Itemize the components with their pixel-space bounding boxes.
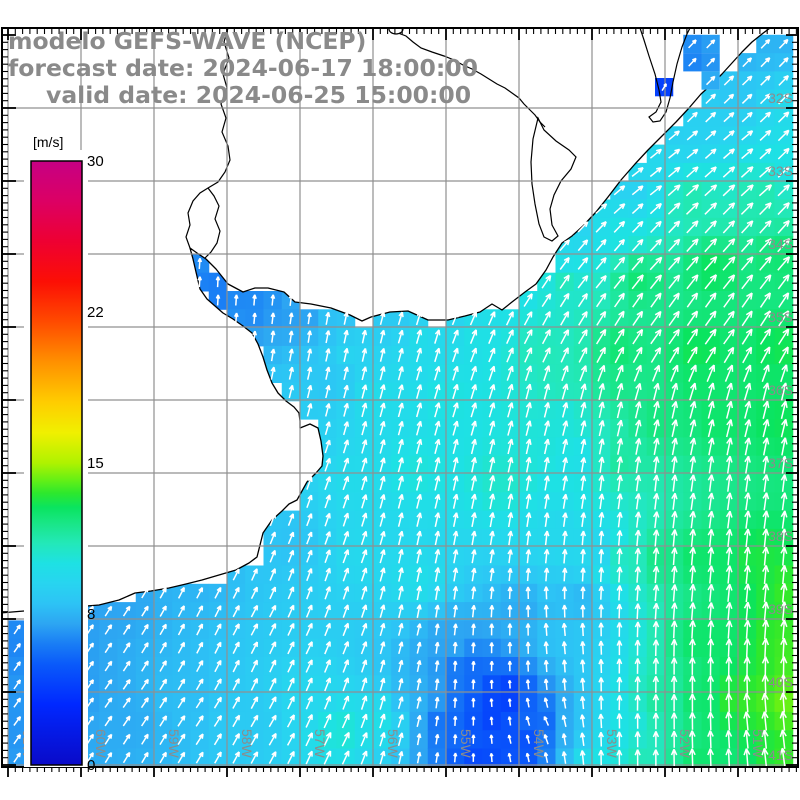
colorbar-tick-label: 8 [87, 606, 95, 623]
title-forecast-date: forecast date: 2024-06-17 18:00:00 [8, 54, 478, 82]
longitude-label: 57W [312, 729, 328, 759]
river-line [185, 29, 231, 249]
colorbar-tick-label: 30 [87, 153, 104, 170]
title-valid-date: valid date: 2024-06-25 15:00:00 [46, 81, 471, 109]
longitude-label: 53W [604, 729, 620, 759]
latitude-label: 37S [768, 455, 793, 471]
colorbar-tick-labels: 30 22 15 8 0 [87, 153, 104, 774]
longitude-label: 51W [750, 729, 766, 759]
longitude-label: 52W [677, 729, 693, 759]
lat-lon-grid-lines [3, 29, 797, 766]
colorbar-tick-label: 15 [87, 455, 104, 472]
patos-lagoon-outline [639, 29, 691, 123]
colorbar-tick-label: 0 [87, 757, 95, 774]
latitude-label: 40S [768, 674, 793, 690]
land-coastline [3, 29, 770, 614]
latitude-label: 38S [768, 528, 793, 544]
colorbar-unit-label: [m/s] [33, 134, 63, 150]
title-model-line: modelo GEFS-WAVE (NCEP) [8, 27, 366, 55]
latitude-label: 36S [768, 382, 793, 398]
axis-tick-marks [3, 29, 797, 777]
rivers-and-lagoons [185, 29, 691, 259]
longitude-label: 55W [458, 729, 474, 759]
colorbar-tick-label: 22 [87, 304, 104, 321]
longitude-label: 56W [385, 729, 401, 759]
latitude-label: 34S [768, 236, 793, 252]
map-title-block: modelo GEFS-WAVE (NCEP) forecast date: 2… [8, 27, 478, 109]
reservoir-outline [388, 29, 404, 35]
latitude-label: 35S [768, 309, 793, 325]
longitude-label: 54W [531, 729, 547, 759]
longitude-label: 60W [93, 729, 109, 759]
latitude-label: 32S [768, 90, 793, 106]
longitude-label: 58W [239, 729, 255, 759]
latitude-label: 39S [768, 601, 793, 617]
river-line [204, 187, 221, 259]
latitude-label: 33S [768, 163, 793, 179]
longitude-label: 59W [166, 729, 182, 759]
latitude-label: 41S [768, 747, 793, 763]
mirim-lagoon-outline [530, 116, 577, 242]
map-frame [1, 27, 799, 768]
colorbar-gradient [30, 160, 83, 766]
colorbar: [m/s] 30 22 15 8 0 [24, 134, 104, 774]
